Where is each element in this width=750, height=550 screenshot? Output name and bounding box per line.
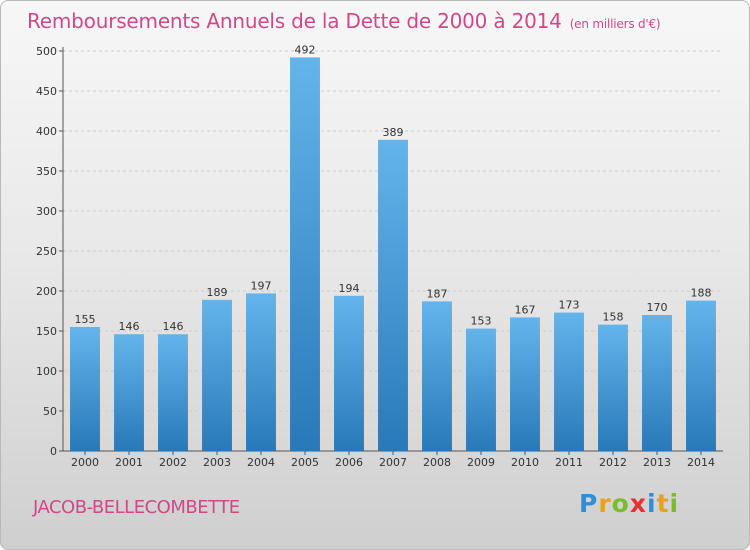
bar — [642, 315, 672, 451]
data-label: 146 — [163, 320, 184, 333]
data-label: 170 — [647, 301, 668, 314]
data-label: 189 — [207, 286, 228, 299]
bars — [70, 57, 716, 452]
bar — [598, 324, 628, 451]
bar — [554, 312, 584, 451]
proxiti-logo[interactable]: Proxiti — [579, 489, 679, 518]
y-tick-label: 400 — [36, 125, 57, 138]
bar — [290, 57, 320, 452]
logo-letter: P — [579, 489, 599, 518]
bar — [246, 293, 276, 451]
y-tick-label: 50 — [43, 405, 57, 418]
data-label: 188 — [691, 287, 712, 300]
y-tick-label: 350 — [36, 165, 57, 178]
logo-letter: x — [629, 489, 647, 518]
logo-letter: i — [647, 489, 657, 518]
data-label: 194 — [339, 282, 360, 295]
data-label: 173 — [559, 299, 580, 312]
bar — [158, 334, 188, 451]
bar — [422, 301, 452, 451]
x-tick-label: 2012 — [599, 456, 627, 469]
y-tick-label: 500 — [36, 45, 57, 58]
bar — [510, 317, 540, 451]
chart-title: Remboursements Annuels de la Dette de 20… — [27, 9, 661, 33]
y-tick-label: 300 — [36, 205, 57, 218]
x-tick-label: 2004 — [247, 456, 275, 469]
chart-subtitle: (en milliers d'€) — [569, 17, 661, 31]
x-tick-label: 2000 — [71, 456, 99, 469]
logo-letter: i — [669, 489, 680, 518]
y-tick-label: 250 — [36, 245, 57, 258]
x-tick-label: 2001 — [115, 456, 143, 469]
y-tick-label: 450 — [36, 85, 57, 98]
x-tick-label: 2002 — [159, 456, 187, 469]
data-label: 187 — [427, 287, 448, 300]
data-label: 158 — [603, 311, 624, 324]
x-tick-label: 2008 — [423, 456, 451, 469]
labels: 0 50 100 150 200 250 300 350 400 450 500 155 2000 146… — [36, 43, 715, 469]
x-tick-label: 2009 — [467, 456, 495, 469]
logo-letter: t — [656, 489, 670, 518]
y-tick-label: 100 — [36, 365, 57, 378]
y-tick-label: 0 — [50, 445, 57, 458]
bar — [70, 327, 100, 451]
data-label: 492 — [295, 43, 316, 56]
x-tick-label: 2003 — [203, 456, 231, 469]
data-label: 155 — [75, 313, 96, 326]
data-label: 146 — [119, 320, 140, 333]
logo-letter: o — [611, 489, 630, 518]
bar — [202, 299, 232, 451]
data-label: 389 — [383, 126, 404, 139]
bar — [378, 139, 408, 452]
x-tick-label: 2013 — [643, 456, 671, 469]
chart-title-text: Remboursements Annuels de la Dette de 20… — [27, 9, 562, 33]
bar — [114, 334, 144, 451]
data-label: 167 — [515, 303, 536, 316]
y-tick-label: 150 — [36, 325, 57, 338]
x-tick-label: 2014 — [687, 456, 715, 469]
bar — [686, 300, 716, 451]
logo-letter: r — [598, 489, 612, 518]
x-tick-label: 2010 — [511, 456, 539, 469]
data-label: 197 — [251, 279, 272, 292]
y-tick-label: 200 — [36, 285, 57, 298]
bar — [466, 328, 496, 451]
x-tick-label: 2005 — [291, 456, 319, 469]
x-tick-label: 2007 — [379, 456, 407, 469]
bar-chart: 0 50 100 150 200 250 300 350 400 450 500 155 2000 146… — [36, 43, 723, 469]
commune-name: JACOB-BELLECOMBETTE — [33, 497, 240, 518]
x-tick-label: 2011 — [555, 456, 583, 469]
x-tick-label: 2006 — [335, 456, 363, 469]
bar — [334, 295, 364, 451]
data-label: 153 — [471, 315, 492, 328]
